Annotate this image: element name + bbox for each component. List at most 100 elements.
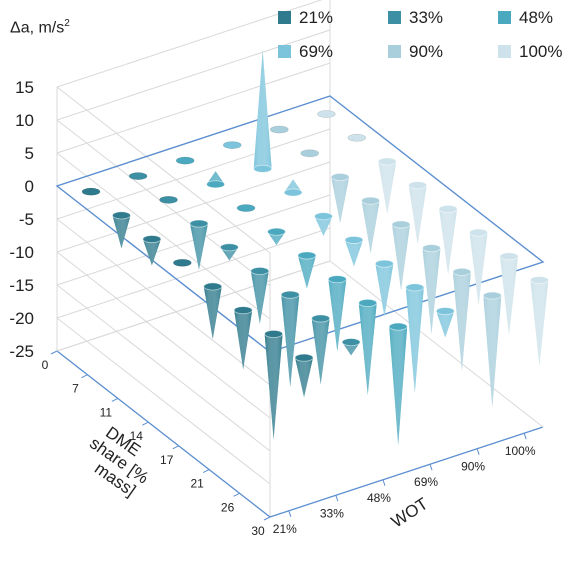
grid-line-left xyxy=(56,284,271,452)
depth-tick-mark xyxy=(50,350,58,355)
x-tick-mark xyxy=(335,495,339,502)
cone-mark xyxy=(203,282,223,340)
cone-base xyxy=(219,243,239,252)
cone-base xyxy=(253,164,273,173)
cone-shade xyxy=(295,357,314,398)
x-tick-label: 69% xyxy=(414,475,438,489)
depth-tick-label: 0 xyxy=(42,358,49,372)
legend-swatch xyxy=(278,11,291,24)
cone-shade xyxy=(189,223,208,270)
cone-mark xyxy=(377,157,397,215)
cone-base xyxy=(435,307,455,316)
cone-mark xyxy=(327,275,347,352)
grid-line-left xyxy=(56,119,271,287)
cone-base xyxy=(499,252,519,261)
cone-shade xyxy=(422,248,441,334)
grid-line-left xyxy=(56,152,271,320)
cone-mark xyxy=(270,125,289,134)
legend-label: 69% xyxy=(299,42,334,61)
cone-base xyxy=(294,353,314,362)
legend-item: 90% xyxy=(388,42,443,64)
cone-base xyxy=(159,195,178,204)
cone-shade xyxy=(253,50,272,169)
cone-mark xyxy=(347,133,367,142)
cone-mark xyxy=(469,228,488,306)
x-tick-mark xyxy=(429,464,433,471)
depth-tick-mark xyxy=(233,492,240,497)
cone-base xyxy=(233,306,253,315)
x-tick-label: 48% xyxy=(367,491,391,505)
zero-plane xyxy=(55,95,545,353)
cone-shade xyxy=(378,161,397,215)
cone-base xyxy=(270,125,289,134)
cone-base xyxy=(438,204,458,213)
cone-mark xyxy=(438,204,458,275)
cone-mark xyxy=(280,290,300,388)
x-tick-mark xyxy=(523,433,527,440)
cone-base xyxy=(142,235,162,244)
cone-mark xyxy=(341,338,361,356)
cone-mark xyxy=(499,252,519,336)
y-tick-label: -15 xyxy=(9,276,34,295)
grid-line-left xyxy=(56,218,271,386)
cone-base xyxy=(280,290,300,299)
cone-mark xyxy=(391,220,411,291)
y-tick-label: 15 xyxy=(15,78,34,97)
x-axis-line xyxy=(269,426,544,518)
cone-base xyxy=(374,259,394,268)
cone-base xyxy=(391,220,411,229)
cone-base xyxy=(327,275,347,284)
cone-shade xyxy=(439,208,458,275)
grid-line-back xyxy=(56,128,331,220)
depth-tick-label: 11 xyxy=(100,405,113,419)
cone-shade xyxy=(392,224,411,291)
depth-tick-mark xyxy=(202,469,210,474)
cone-shade xyxy=(314,216,333,237)
cone-base xyxy=(173,258,192,267)
legend: 21% 33% 48% 69% 90% 100% xyxy=(278,8,574,68)
cone-shade xyxy=(297,255,316,289)
cone-mark xyxy=(358,298,378,396)
y-tick-label: -25 xyxy=(9,342,34,361)
cone-mark xyxy=(283,179,303,197)
floor-right-edge xyxy=(329,260,544,428)
x-tick-label: 21% xyxy=(273,522,297,536)
legend-swatch xyxy=(388,11,401,24)
cone-mark xyxy=(300,149,320,158)
legend-label: 90% xyxy=(409,42,444,61)
cone-base xyxy=(377,157,397,166)
y-tick-label: 0 xyxy=(25,177,34,196)
cone-mark xyxy=(294,353,314,398)
depth-tick-label: 30 xyxy=(251,524,265,538)
cone-shade xyxy=(375,263,394,317)
depth-tick-mark xyxy=(142,421,149,426)
y-tick-label: -5 xyxy=(19,210,34,229)
y-tick-label: 5 xyxy=(25,144,34,163)
cone-mark xyxy=(219,243,239,261)
grid-line-left xyxy=(56,317,271,485)
cone-base xyxy=(175,156,195,165)
depth-tick-mark xyxy=(172,445,179,450)
cone-base xyxy=(311,314,331,323)
grid-line-left xyxy=(56,251,271,419)
x-axis-title: WOT xyxy=(388,494,432,532)
cone-mark xyxy=(405,283,425,393)
legend-item: 33% xyxy=(388,8,443,30)
cone-shade xyxy=(112,215,131,249)
cone-base xyxy=(128,172,148,181)
cone-shade xyxy=(203,286,222,340)
cone-mark xyxy=(330,173,350,224)
legend-label: 33% xyxy=(409,8,444,27)
legend-item: 21% xyxy=(278,8,333,30)
cone-mark xyxy=(435,307,455,338)
legend-item: 100% xyxy=(498,42,562,64)
cone-shade xyxy=(361,200,380,254)
cone-mark xyxy=(344,235,364,267)
x-tick-mark xyxy=(476,448,480,455)
chart-marks xyxy=(81,50,549,446)
legend-label: 21% xyxy=(299,8,334,27)
grid-line-back xyxy=(56,227,331,319)
cone-mark xyxy=(314,212,333,237)
cone-base xyxy=(250,266,270,275)
